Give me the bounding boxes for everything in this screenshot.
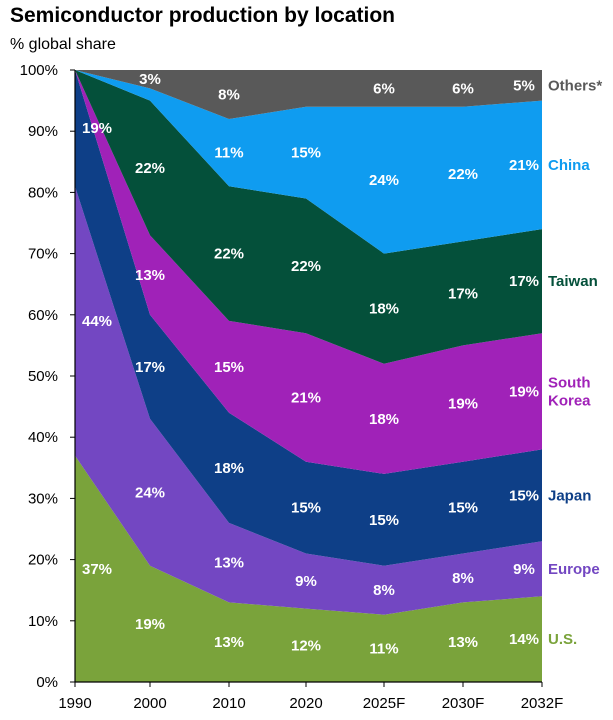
data-label: 18% bbox=[369, 301, 399, 318]
data-label: 19% bbox=[82, 120, 112, 137]
y-tick-label: 10% bbox=[28, 613, 58, 630]
data-label: 15% bbox=[369, 512, 399, 529]
data-label: 11% bbox=[214, 145, 243, 162]
data-label: 6% bbox=[452, 80, 474, 97]
chart-title: Semiconductor production by location bbox=[10, 4, 396, 27]
data-label: 12% bbox=[291, 637, 321, 654]
data-label: 5% bbox=[513, 77, 535, 94]
area-others bbox=[75, 70, 542, 119]
x-tick-label: 2030F bbox=[442, 695, 485, 712]
y-tick-label: 70% bbox=[28, 246, 58, 263]
area-u-s bbox=[75, 455, 542, 682]
data-label: 22% bbox=[448, 166, 478, 183]
data-label: 13% bbox=[214, 634, 244, 651]
data-label: 13% bbox=[135, 267, 165, 284]
data-label: 15% bbox=[214, 359, 244, 376]
data-label: 24% bbox=[369, 172, 399, 189]
data-label: 22% bbox=[291, 258, 321, 275]
area-china bbox=[75, 70, 542, 254]
data-label: 15% bbox=[509, 487, 539, 504]
data-label: 21% bbox=[509, 157, 539, 174]
y-tick-label: 60% bbox=[28, 307, 58, 324]
y-tick-label: 20% bbox=[28, 552, 58, 569]
y-axis-label: % global share bbox=[10, 36, 116, 53]
data-label: 8% bbox=[452, 570, 474, 587]
data-label: 15% bbox=[448, 500, 478, 517]
data-label: 22% bbox=[135, 160, 165, 177]
y-tick-label: 80% bbox=[28, 184, 58, 201]
data-label: 17% bbox=[448, 285, 478, 302]
y-tick-label: 0% bbox=[36, 674, 58, 691]
legend-label: China bbox=[548, 157, 590, 174]
area-japan bbox=[75, 70, 542, 566]
data-label: 6% bbox=[373, 80, 395, 97]
data-label: 22% bbox=[214, 246, 244, 263]
area-europe bbox=[75, 186, 542, 615]
data-label: 19% bbox=[509, 383, 539, 400]
data-label: 19% bbox=[135, 616, 165, 633]
data-label: 9% bbox=[513, 561, 535, 578]
x-tick-label: 1990 bbox=[58, 695, 91, 712]
y-tick-label: 30% bbox=[28, 490, 58, 507]
data-label: 9% bbox=[295, 573, 317, 590]
data-label: 19% bbox=[448, 396, 478, 413]
data-label: 8% bbox=[373, 582, 395, 599]
y-tick-label: 90% bbox=[28, 123, 58, 140]
x-tick-label: 2032F bbox=[521, 695, 564, 712]
data-label: 21% bbox=[291, 389, 321, 406]
area-taiwan bbox=[75, 70, 542, 364]
data-label: 14% bbox=[509, 631, 539, 648]
legend-label: U.S. bbox=[548, 631, 577, 648]
data-label: 13% bbox=[448, 634, 478, 651]
data-label: 17% bbox=[135, 359, 165, 376]
x-tick-label: 2010 bbox=[212, 695, 245, 712]
y-tick-label: 100% bbox=[20, 62, 58, 79]
y-tick-label: 50% bbox=[28, 368, 58, 385]
data-label: 18% bbox=[369, 411, 399, 428]
data-label: 18% bbox=[214, 460, 244, 477]
legend-label: Europe bbox=[548, 561, 600, 578]
data-label: 44% bbox=[82, 313, 112, 330]
data-label: 17% bbox=[509, 273, 539, 290]
data-label: 8% bbox=[218, 86, 240, 103]
data-label: 15% bbox=[291, 145, 321, 162]
legend-label: Japan bbox=[548, 487, 591, 504]
legend-label: Others* bbox=[548, 77, 602, 94]
x-tick-label: 2020 bbox=[289, 695, 322, 712]
data-label: 37% bbox=[82, 561, 112, 578]
data-label: 15% bbox=[291, 500, 321, 517]
data-label: 11% bbox=[369, 640, 398, 657]
x-tick-label: 2000 bbox=[133, 695, 166, 712]
data-label: 24% bbox=[135, 484, 165, 501]
y-tick-label: 40% bbox=[28, 429, 58, 446]
data-label: 3% bbox=[139, 71, 161, 88]
legend-label: Taiwan bbox=[548, 273, 598, 290]
legend-label: South Korea bbox=[548, 374, 591, 409]
area-south-korea bbox=[75, 70, 542, 474]
data-label: 13% bbox=[214, 555, 244, 572]
x-tick-label: 2025F bbox=[363, 695, 406, 712]
